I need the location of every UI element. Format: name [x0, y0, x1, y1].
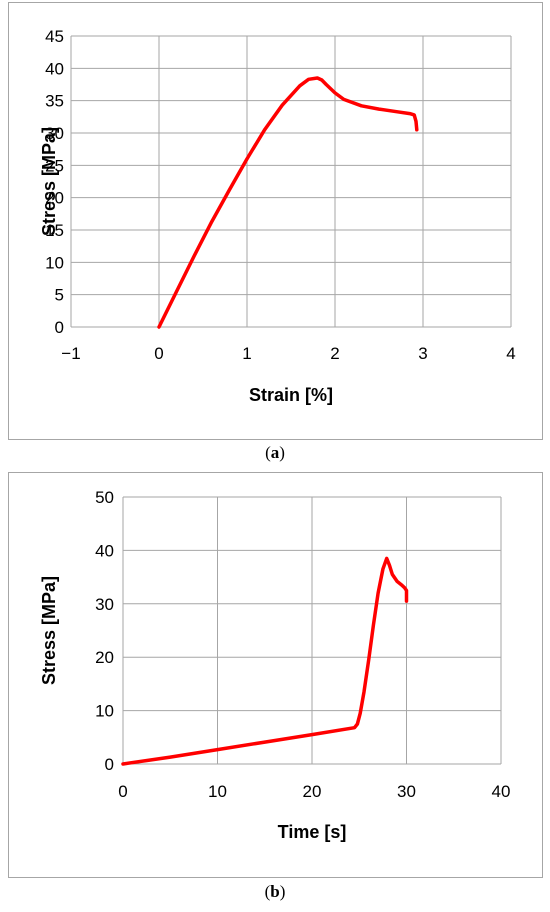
chart-b-y-tick-label: 30 [95, 595, 114, 614]
chart-b-x-tick-label: 40 [492, 782, 511, 801]
chart-b-x-axis-title: Time [s] [278, 822, 347, 842]
caption-b-letter: b [270, 882, 280, 901]
chart-a-x-tick-label: 2 [330, 344, 339, 363]
chart-a-y-tick-label: 0 [55, 318, 64, 337]
chart-a-y-tick-label: 5 [55, 286, 64, 305]
caption-a-letter: a [270, 443, 280, 462]
caption-b: (b) [264, 882, 286, 901]
chart-a-y-tick-label: 15 [45, 221, 64, 240]
chart-b-y-tick-label: 20 [95, 648, 114, 667]
chart-a-y-tick-label: 45 [45, 27, 64, 46]
chart-a-x-tick-label: 0 [154, 344, 163, 363]
chart-a-x-tick-label: −1 [61, 344, 80, 363]
chart-b-y-tick-label: 40 [95, 541, 114, 560]
chart-b-x-tick-label: 30 [397, 782, 416, 801]
chart-b-x-tick-label: 10 [208, 782, 227, 801]
chart-a-series-line [157, 76, 419, 329]
chart-a-y-tick-label: 20 [45, 189, 64, 208]
chart-b-frame [8, 472, 543, 878]
chart-a-y-tick-label: 30 [45, 124, 64, 143]
chart-a-x-axis-title: Strain [%] [249, 385, 333, 405]
chart-a-x-tick-label: 3 [418, 344, 427, 363]
chart-b-x-tick-label: 0 [118, 782, 127, 801]
chart-b-series-line [121, 556, 409, 766]
chart-b-y-tick-label: 0 [105, 755, 114, 774]
chart-a-x-tick-label: 1 [242, 344, 251, 363]
chart-a-x-tick-label: 4 [506, 344, 515, 363]
chart-a-y-tick-label: 35 [45, 92, 64, 111]
chart-a-y-tick-label: 25 [45, 156, 64, 175]
chart-b-y-axis-title: Stress [MPa] [39, 576, 59, 685]
chart-b-y-tick-label: 10 [95, 702, 114, 721]
chart-b-x-tick-label: 20 [303, 782, 322, 801]
chart-a-y-axis-title: Stress [MPa] [39, 127, 59, 236]
caption-a: (a) [265, 443, 285, 462]
chart-b-y-tick-label: 50 [95, 488, 114, 507]
chart-a-y-tick-label: 10 [45, 253, 64, 272]
chart-b-plot: 0 10 20 30 40 0 10 20 30 40 50 Time [s] Stress [MPa] [39, 488, 510, 842]
chart-a-y-tick-label: 40 [45, 59, 64, 78]
chart-a-frame [8, 2, 543, 440]
